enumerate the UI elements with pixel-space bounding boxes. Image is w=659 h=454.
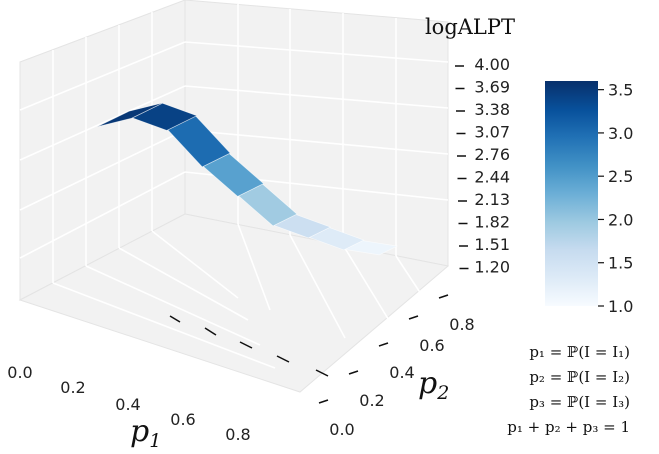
p1-tick-label: 0.4: [115, 395, 140, 414]
z-tick-label: 1.82: [474, 213, 510, 232]
colorbar: 1.0 1.5 2.0 2.5 3.0 3.5: [545, 81, 633, 316]
annotation-line: p₁ + p₂ + p₃ = 1: [507, 418, 630, 436]
z-tick-label: 3.07: [474, 123, 510, 142]
p1-tick-mark: [204, 327, 217, 336]
colorbar-tick-label: 1.0: [608, 297, 633, 316]
colorbar-tick-label: 2.0: [608, 210, 633, 229]
p2-tick-mark: [378, 342, 389, 347]
z-tick-label: 3.38: [474, 100, 510, 119]
colorbar-tick-label: 3.5: [608, 81, 633, 100]
floor-pane: [18, 213, 450, 393]
z-tick-label: 1.20: [474, 258, 510, 277]
surface: [96, 102, 399, 256]
colorbar-tick-label: 3.0: [608, 124, 633, 143]
p2-tick-label: 0.4: [389, 363, 414, 382]
z-tick-label: 2.13: [474, 190, 510, 209]
z-axis: 4.00 3.69 3.38 3.07 2.76 2.44 2.13 1.82 1.51 1.20: [455, 55, 510, 277]
p2-tick-mark: [348, 370, 359, 375]
p2-tick-mark: [318, 399, 329, 404]
z-tick-label: 2.44: [474, 168, 510, 187]
colorbar-tick-label: 1.5: [608, 254, 633, 273]
p2-axis: 0.0 0.2 0.4 0.6 0.8: [318, 294, 475, 439]
p2-tick-label: 0.2: [359, 391, 384, 410]
z-tick-label: 1.51: [474, 235, 510, 254]
p1-tick-label: 0.0: [7, 363, 32, 382]
p1-tick-mark: [239, 341, 253, 349]
p2-tick-mark: [438, 294, 449, 299]
annotation-line: p₂ = ℙ(I = I₂): [529, 368, 630, 386]
surface-patch: [96, 102, 164, 128]
colorbar-tick-label: 2.5: [608, 167, 633, 186]
p1-axis-label: p1: [130, 414, 161, 452]
z-tick-label: 2.76: [474, 145, 510, 164]
p1-tick-mark: [315, 369, 329, 377]
colorbar-gradient: [545, 81, 598, 306]
probability-annotations: p₁ = ℙ(I = I₁) p₂ = ℙ(I = I₂) p₃ = ℙ(I = I…: [507, 343, 630, 436]
pane-gridlines: [19, 4, 449, 369]
p1-tick-mark: [169, 315, 181, 323]
colorbar-ticks: 1.0 1.5 2.0 2.5 3.0 3.5: [598, 81, 633, 316]
p2-tick-mark: [408, 315, 419, 320]
annotation-line: p₁ = ℙ(I = I₁): [529, 343, 630, 361]
z-tick-label: 3.69: [474, 78, 510, 97]
p2-axis-label: p2: [418, 366, 449, 404]
axes-panes: [18, 0, 450, 393]
p2-tick-label: 0.6: [419, 336, 444, 355]
annotation-line: p₃ = ℙ(I = I₃): [529, 393, 630, 411]
z-axis-label: logALPT: [425, 15, 515, 39]
p1-tick-mark: [276, 355, 290, 363]
p1-tick-label: 0.8: [225, 425, 250, 444]
p2-tick-label: 0.8: [449, 315, 474, 334]
p1-tick-label: 0.6: [170, 410, 195, 429]
z-tick-label: 4.00: [474, 55, 510, 74]
p2-tick-label: 0.0: [329, 420, 354, 439]
p1-tick-label: 0.2: [60, 378, 85, 397]
p1-axis: 0.0 0.2 0.4 0.6 0.8: [7, 315, 329, 444]
